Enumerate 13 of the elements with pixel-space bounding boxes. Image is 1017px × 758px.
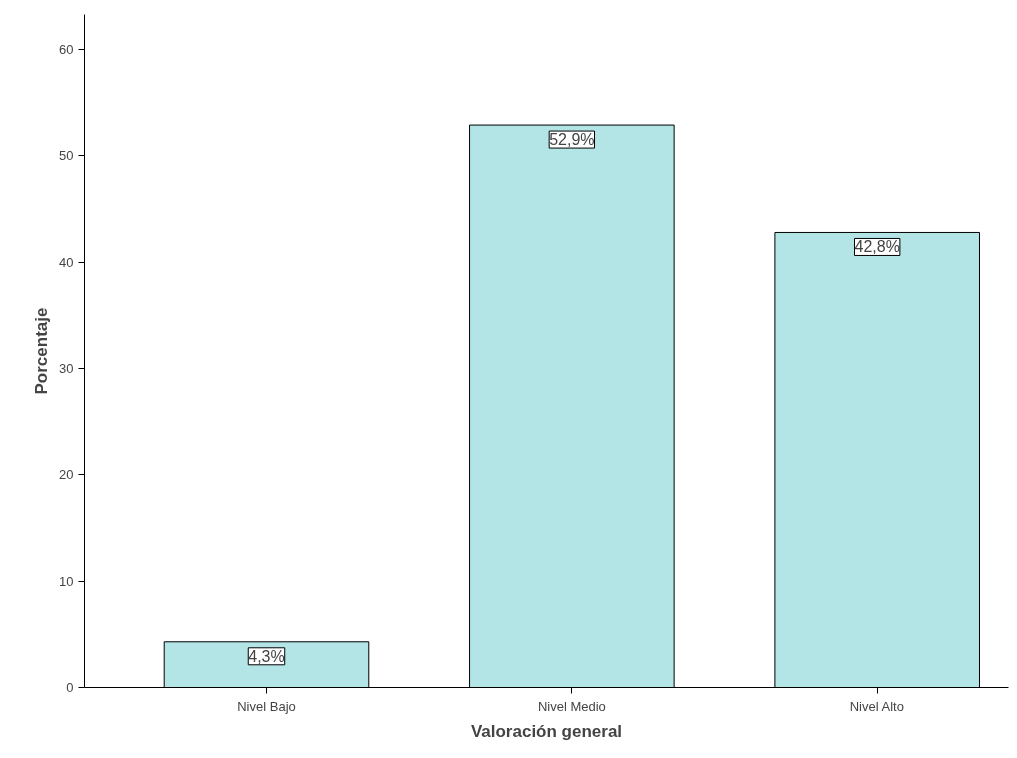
y-tick-label: 60 xyxy=(59,42,74,58)
y-axis-title: Porcentaje xyxy=(32,307,52,395)
y-tick-label: 50 xyxy=(59,148,74,164)
y-tick-label: 20 xyxy=(59,467,74,483)
y-tick-label: 40 xyxy=(59,254,74,270)
y-tick-label: 10 xyxy=(59,573,74,589)
y-tick-label: 0 xyxy=(66,680,74,695)
x-tick-label: Nivel Bajo xyxy=(237,698,296,714)
x-axis-title: Valoración general xyxy=(470,721,623,741)
data-label: 52,9% xyxy=(549,131,595,149)
y-tick-label: 30 xyxy=(59,361,74,377)
x-tick-label: Nivel Medio xyxy=(537,698,606,714)
x-tick-label: Nivel Alto xyxy=(849,698,904,714)
